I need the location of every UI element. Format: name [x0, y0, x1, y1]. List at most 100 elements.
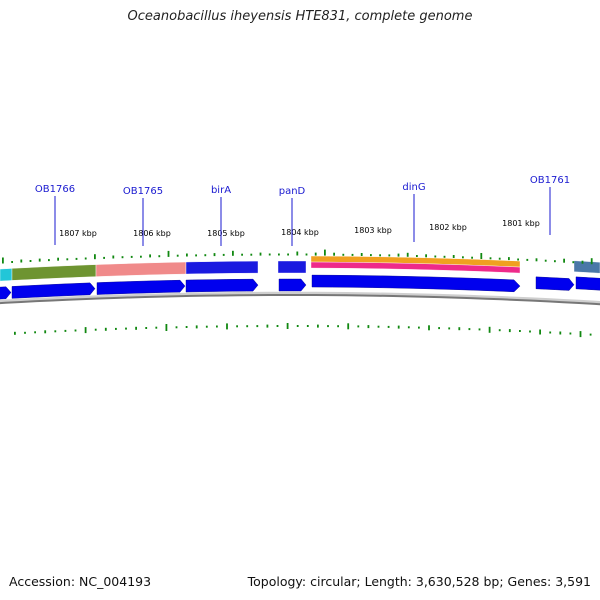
gc-tick: [581, 260, 584, 264]
gc-tick: [38, 258, 41, 262]
gc-tick-lower: [266, 324, 269, 328]
gc-tick-lower: [185, 326, 188, 328]
gc-tick: [406, 252, 409, 257]
gc-tick: [314, 252, 317, 256]
gc-tick: [204, 254, 207, 257]
gc-tick-lower: [488, 326, 491, 333]
gc-tick: [57, 257, 59, 261]
gc-tick-lower: [135, 326, 137, 330]
position-tick-label: 1807 kbp: [59, 229, 97, 238]
accession-text: Accession: NC_004193: [9, 574, 152, 589]
genome-summary-text: Topology: circular; Length: 3,630,528 bp…: [247, 574, 591, 589]
gc-tick-lower: [428, 325, 430, 331]
gc-tick: [103, 256, 105, 259]
gc-tick: [222, 253, 225, 256]
gc-tick: [554, 260, 556, 263]
gc-tick: [471, 256, 473, 259]
gc-tick-lower: [216, 325, 218, 328]
gc-tick-lower: [569, 332, 572, 335]
cds-arrow: [96, 279, 186, 295]
cds-arrow: [311, 274, 521, 293]
gc-tick: [425, 254, 427, 258]
gc-tick: [305, 253, 308, 256]
gc-tick-lower: [44, 330, 47, 334]
backbone-shadow: [0, 291, 600, 304]
gc-tick-lower: [468, 328, 471, 331]
gc-tick: [296, 251, 299, 256]
backbone-line: [0, 293, 600, 306]
gc-tick-lower: [236, 325, 238, 328]
gc-tick-lower: [458, 327, 461, 331]
gc-tick: [480, 253, 483, 259]
gc-tick: [94, 254, 96, 260]
gc-tick-lower: [94, 328, 97, 331]
gene-label: birA: [211, 185, 231, 196]
position-tick-label: 1804 kbp: [281, 228, 319, 237]
gc-tick-lower: [519, 330, 521, 332]
gc-tick-lower: [115, 327, 117, 330]
gc-tick: [121, 256, 124, 259]
gc-tick: [360, 253, 363, 256]
gc-tick: [11, 261, 13, 263]
gc-tick-lower: [407, 326, 410, 329]
gc-tick: [351, 253, 354, 256]
gc-tick-lower: [327, 325, 329, 328]
gc-tick-lower: [549, 331, 552, 334]
cog-bar-blue: [185, 260, 259, 275]
gc-tick: [443, 255, 446, 258]
gc-tick-lower: [367, 325, 370, 329]
gc-tick-lower: [589, 333, 592, 336]
gene-label: dinG: [402, 182, 425, 193]
gc-tick: [388, 254, 391, 257]
gene-label: OB1766: [35, 184, 75, 195]
gc-tick-lower: [104, 327, 107, 331]
gc-tick: [158, 255, 161, 258]
gc-tick: [287, 253, 289, 256]
gene-label: panD: [279, 186, 306, 197]
gc-tick-lower: [397, 325, 400, 329]
gc-tick: [462, 256, 464, 259]
gc-tick: [149, 254, 151, 258]
cds-arrow: [185, 278, 259, 293]
gc-tick: [379, 254, 381, 257]
cds-arrow: [0, 286, 12, 300]
gc-tick: [526, 258, 529, 261]
gc-tick: [48, 259, 50, 262]
position-tick-label: 1802 kbp: [429, 223, 467, 232]
gc-tick-lower: [418, 326, 420, 329]
gc-tick-lower: [296, 325, 299, 327]
gc-tick: [370, 254, 372, 257]
gc-tick: [333, 252, 335, 256]
gc-tick-lower: [74, 329, 77, 332]
gc-tick-lower: [276, 325, 279, 327]
gc-tick: [397, 253, 400, 257]
gc-tick: [112, 255, 115, 259]
gc-tick-lower: [357, 325, 360, 328]
gc-tick: [268, 253, 271, 256]
gc-tick: [140, 255, 142, 258]
gc-tick-lower: [306, 325, 309, 327]
gc-tick-lower: [165, 324, 168, 331]
gc-tick: [563, 258, 565, 263]
gc-tick: [186, 253, 188, 257]
gc-tick-lower: [84, 327, 87, 334]
gc-tick: [342, 253, 345, 256]
gc-tick: [130, 255, 133, 258]
gc-tick-lower: [175, 326, 178, 329]
gc-tick-lower: [478, 328, 481, 331]
gene-label: OB1765: [123, 186, 163, 197]
gc-tick: [544, 259, 547, 262]
gc-tick: [241, 253, 243, 256]
cog-bar-salmon: [95, 261, 187, 277]
gc-tick: [517, 258, 519, 261]
gc-tick: [75, 257, 78, 260]
gc-tick-lower: [226, 323, 228, 330]
gc-tick: [167, 250, 170, 257]
position-tick-label: 1803 kbp: [354, 226, 392, 235]
cds-arrow: [278, 278, 307, 292]
gc-tick-lower: [498, 329, 501, 332]
gc-tick-lower: [125, 327, 127, 330]
gc-tick-lower: [14, 331, 16, 335]
